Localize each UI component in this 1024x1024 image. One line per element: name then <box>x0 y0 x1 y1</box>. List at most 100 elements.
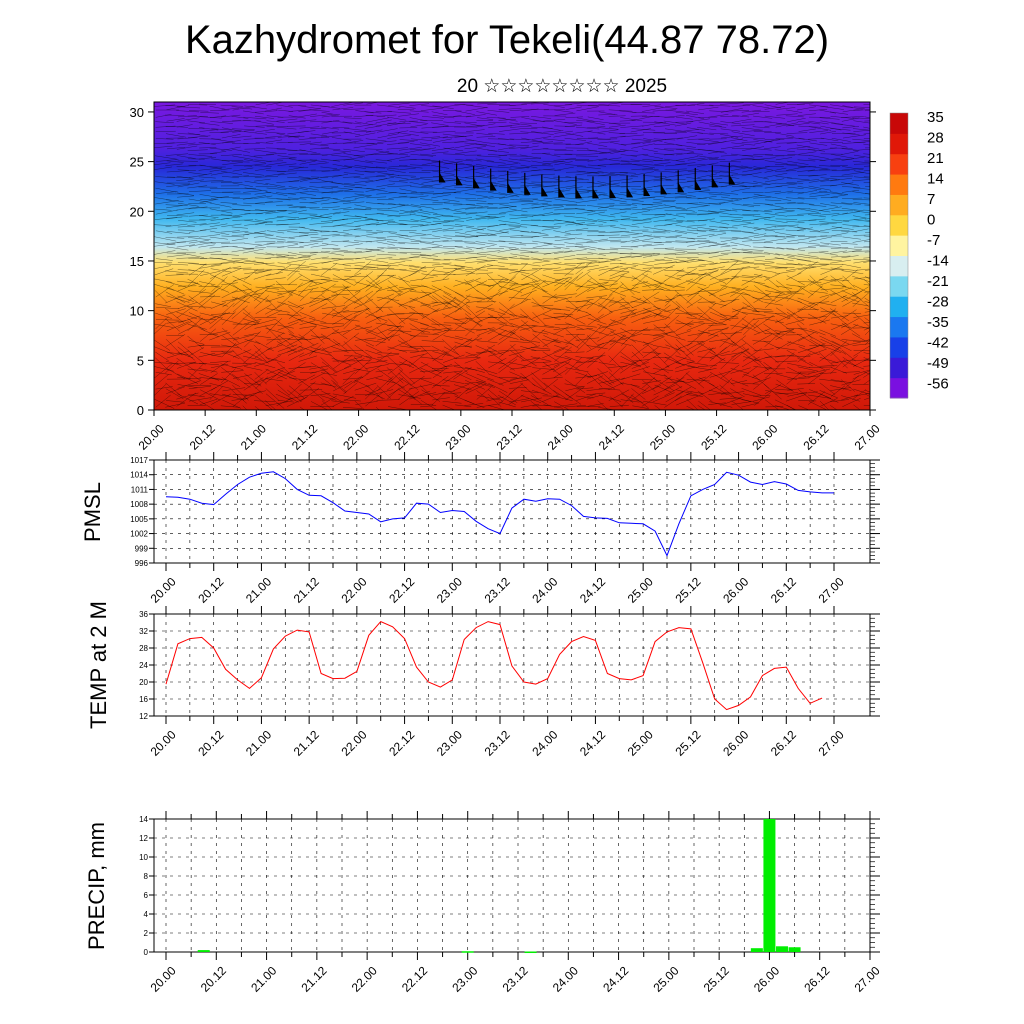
wind-barb <box>609 283 624 296</box>
wind-barb <box>265 264 286 268</box>
wind-barb <box>499 328 515 335</box>
wind-barb <box>354 400 366 410</box>
wind-barb <box>188 363 205 379</box>
wind-barb <box>554 255 576 259</box>
wind-barb <box>366 236 386 239</box>
wind-barb <box>508 351 525 356</box>
wind-barb <box>608 115 626 117</box>
wind-barb <box>264 216 284 220</box>
wind-barb <box>829 111 849 115</box>
wind-barb <box>597 127 619 130</box>
wind-barb <box>687 273 711 276</box>
wind-barb <box>299 240 324 244</box>
wind-barb <box>288 153 308 155</box>
wind-barb <box>187 185 208 189</box>
wind-barb <box>697 252 719 255</box>
wind-barb <box>687 265 706 269</box>
wind-barb <box>377 274 396 277</box>
wind-barb <box>853 314 870 318</box>
wind-barb <box>576 335 592 350</box>
wind-barb <box>331 257 354 261</box>
wind-barb <box>807 214 826 218</box>
wind-barb <box>442 379 465 384</box>
wind-barb <box>475 303 493 313</box>
wind-barb <box>553 158 576 161</box>
wind-barb <box>687 241 711 247</box>
wind-barb <box>220 259 244 264</box>
wind-barb <box>376 219 394 222</box>
wind-barb <box>797 186 822 191</box>
wind-barb <box>344 117 362 119</box>
wind-barb <box>809 276 828 286</box>
wind-barb <box>421 228 442 232</box>
wind-barb <box>520 291 533 304</box>
wind-barb <box>177 182 200 188</box>
wind-barb <box>242 318 260 324</box>
wind-barb <box>620 154 638 157</box>
wind-barb <box>432 130 456 133</box>
wind-barb <box>442 371 462 385</box>
wind-barb <box>344 165 367 169</box>
wind-barb <box>597 163 620 166</box>
wind-barb <box>853 284 869 293</box>
wind-barb <box>221 370 244 373</box>
wind-barb <box>366 231 384 233</box>
jet-wind-barbs <box>438 160 736 199</box>
wind-barb <box>343 318 360 322</box>
x-axis: 20.00 20.12 21.00 21.12 22.00 22.12 23.00 23.12… <box>136 410 883 453</box>
wind-barb <box>244 373 262 387</box>
wind-barb <box>787 225 806 230</box>
wind-barb <box>787 362 811 369</box>
wind-barb <box>499 159 521 164</box>
wind-barb <box>187 318 206 331</box>
wind-barb <box>342 241 359 244</box>
wind-barb <box>343 194 365 199</box>
wind-barb <box>708 317 727 326</box>
wind-barb <box>154 142 175 145</box>
wind-barb <box>442 295 460 306</box>
wind-barb <box>365 223 389 226</box>
wind-barb <box>619 172 636 174</box>
wind-barb <box>299 202 317 204</box>
x-tick-label: 23.00 <box>442 421 473 452</box>
wind-barb <box>443 370 463 374</box>
wind-barb <box>620 327 636 337</box>
wind-barb <box>211 301 229 307</box>
wind-barb <box>698 270 719 276</box>
wind-barb <box>586 345 608 350</box>
wind-barb <box>532 120 554 123</box>
wind-barb <box>632 378 653 381</box>
wind-barb <box>344 243 363 247</box>
wind-barb <box>464 357 481 364</box>
wind-barb <box>775 154 796 157</box>
precip-bar <box>776 946 788 952</box>
wind-barb <box>408 264 427 269</box>
wind-barb <box>321 390 343 403</box>
wind-barb-flag <box>729 174 736 185</box>
wind-barb <box>498 283 516 297</box>
wind-barb <box>375 275 395 286</box>
x-tick-label: 21.00 <box>243 727 274 758</box>
wind-barb <box>220 170 243 175</box>
wind-barb <box>542 361 562 376</box>
wind-barb <box>830 284 847 287</box>
wind-barb <box>708 287 728 296</box>
wind-barb <box>830 322 847 331</box>
wind-barb <box>476 111 497 116</box>
wind-barb <box>455 110 475 115</box>
wind-barb <box>576 261 597 264</box>
wind-barb <box>498 328 516 341</box>
wind-barb <box>222 266 242 270</box>
wind-barb <box>853 129 870 133</box>
wind-barb <box>232 155 254 160</box>
wind-barb <box>221 209 245 211</box>
wind-barb <box>842 286 859 291</box>
wind-barb <box>819 213 840 216</box>
wind-barb <box>797 208 819 213</box>
x-tick-label: 26.00 <box>749 421 780 452</box>
wind-barb <box>731 400 744 410</box>
wind-barb <box>776 319 795 334</box>
wind-barb <box>818 352 835 367</box>
wind-barb <box>542 126 561 131</box>
wind-barb <box>576 120 599 122</box>
